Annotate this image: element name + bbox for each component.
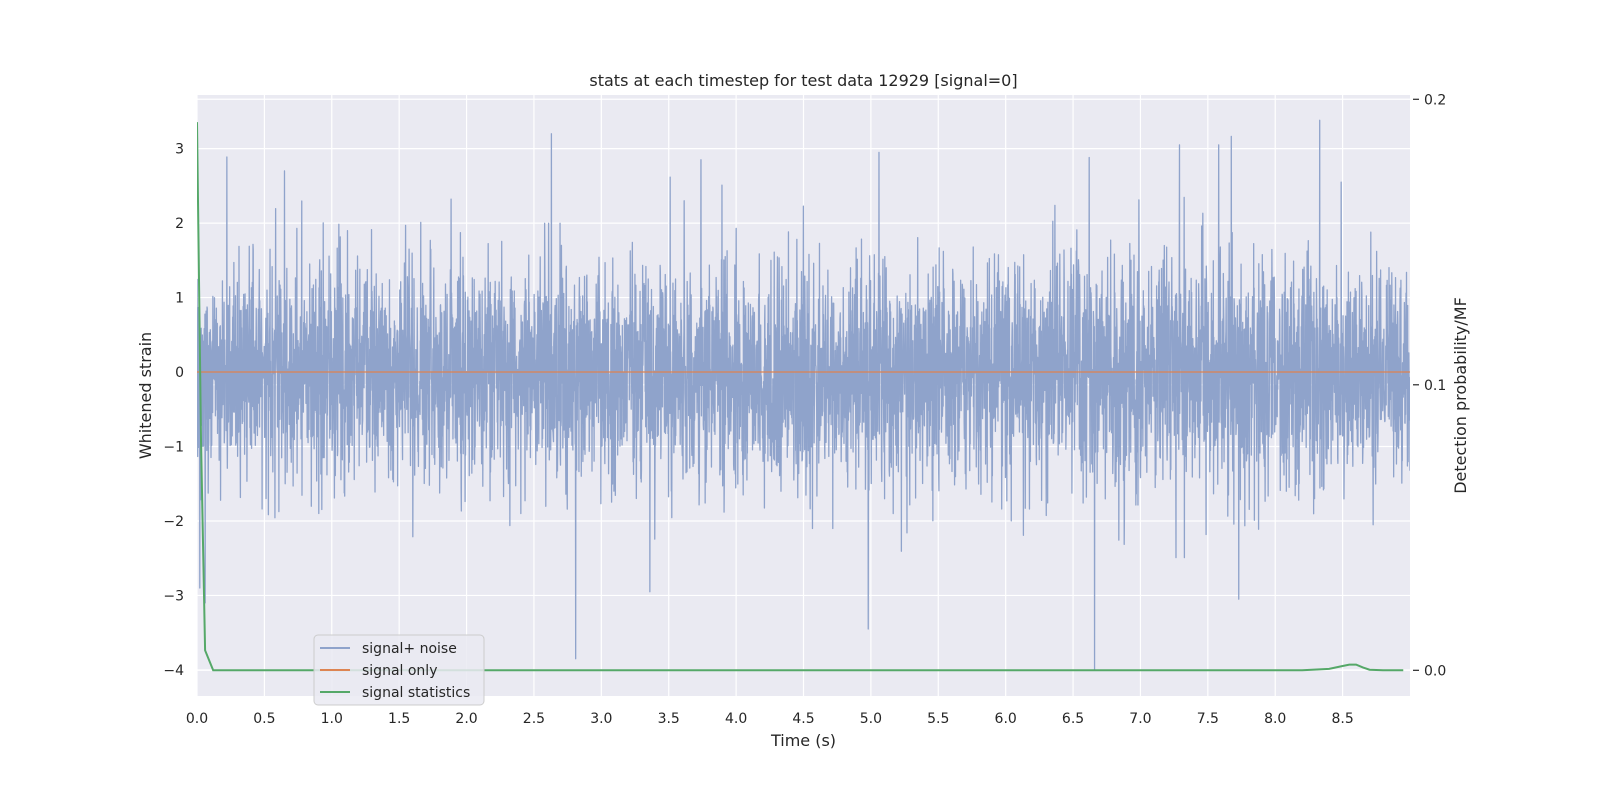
x-tick-label: 8.0 <box>1264 711 1286 727</box>
chart-title: stats at each timestep for test data 129… <box>589 71 1017 90</box>
y-tick-label: −4 <box>163 663 184 679</box>
y-tick-label: 2 <box>175 216 184 232</box>
series-line-signal-statistics <box>197 122 1404 672</box>
x-tick-label: 7.5 <box>1197 711 1219 727</box>
y-tick-label: −1 <box>163 440 184 456</box>
y-tick-label: 0 <box>175 365 184 381</box>
x-tick-label: 5.0 <box>860 711 882 727</box>
legend-label: signal only <box>362 663 437 679</box>
legend-box <box>313 634 485 706</box>
x-tick-label: 4.0 <box>725 711 747 727</box>
legend: signal+ noise signal only signal statistic… <box>313 634 485 706</box>
series-layer <box>197 119 1410 672</box>
y2-ticks: 0.0 0.1 0.2 <box>1413 92 1446 679</box>
y-ticks: −4 −3 −2 −1 0 1 2 3 <box>163 142 184 679</box>
y-tick-label: −2 <box>163 514 184 530</box>
x-tick-label: 5.5 <box>927 711 949 727</box>
x-tick-label: 3.5 <box>658 711 680 727</box>
y-tick-label: 1 <box>175 291 184 307</box>
y-tick-label: 3 <box>175 142 184 158</box>
x-ticks: 0.0 0.5 1.0 1.5 2.0 2.5 3.0 3.5 4.0 4.5 5.0 5.5 6.0 6… <box>186 711 1354 727</box>
y-axis-label: Whitened strain <box>136 332 155 459</box>
y2-tick-label: 0.1 <box>1424 378 1446 394</box>
x-tick-label: 3.0 <box>590 711 612 727</box>
x-tick-label: 4.5 <box>792 711 814 727</box>
x-tick-label: 2.0 <box>455 711 477 727</box>
x-tick-label: 6.0 <box>995 711 1017 727</box>
legend-label: signal statistics <box>362 685 470 701</box>
x-axis-label: Time (s) <box>770 731 836 750</box>
series-line-signal-noise <box>197 119 1410 671</box>
x-tick-label: 8.5 <box>1331 711 1353 727</box>
y2-tick-label: 0.0 <box>1424 663 1446 679</box>
x-tick-label: 1.0 <box>321 711 343 727</box>
y-tick-label: −3 <box>163 588 184 604</box>
x-tick-label: 7.0 <box>1129 711 1151 727</box>
y2-tick-label: 0.2 <box>1424 92 1446 108</box>
x-tick-label: 6.5 <box>1062 711 1084 727</box>
x-tick-label: 0.5 <box>253 711 275 727</box>
x-tick-label: 1.5 <box>388 711 410 727</box>
legend-label: signal+ noise <box>362 641 457 657</box>
x-tick-label: 0.0 <box>186 711 208 727</box>
y2-axis-label: Detection probability/MF <box>1451 297 1470 494</box>
x-tick-label: 2.5 <box>523 711 545 727</box>
